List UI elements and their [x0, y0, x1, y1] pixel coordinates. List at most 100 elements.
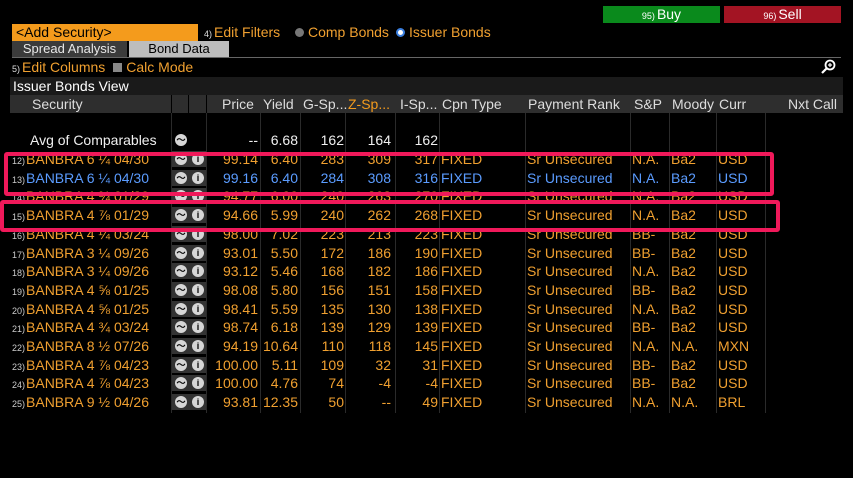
edit-columns-button[interactable]: 5) Edit Columns [12, 59, 105, 75]
grid-line [206, 113, 207, 413]
security-cell[interactable]: 18)BANBRA 3 ¼ 09/26 [12, 262, 149, 280]
grid-line [345, 113, 346, 413]
table-row[interactable]: 18)BANBRA 3 ¼ 09/26 〜 i 93.12 5.46 168 182 186 F… [10, 262, 843, 280]
price-cell: 94.19 [222, 338, 258, 354]
payment-rank-cell: Sr Unsecured [527, 281, 613, 298]
table-row[interactable]: 17)BANBRA 3 ¼ 09/26 〜 i 93.01 5.50 172 186 190 F… [10, 244, 843, 262]
edit-filters-label: Edit Filters [214, 24, 281, 40]
zoom-icon[interactable] [818, 58, 838, 76]
security-cell[interactable]: 25)BANBRA 9 ½ 04/26 [12, 393, 149, 411]
security-cell[interactable]: 13)BANBRA 6 ¼ 04/30 [12, 169, 149, 187]
col-payment-rank[interactable]: Payment Rank [528, 96, 620, 112]
info-icon[interactable]: i [192, 340, 204, 352]
info-icon[interactable]: i [192, 171, 204, 184]
i-spread-cell: 138 [414, 300, 438, 317]
col-price[interactable]: Price [222, 96, 254, 112]
calc-mode-checkbox[interactable] [113, 63, 123, 72]
chart-icon[interactable]: 〜 [175, 283, 187, 296]
table-row[interactable]: 19)BANBRA 4 ⅝ 01/25 〜 i 98.08 5.80 156 151 158 F… [10, 281, 843, 299]
chart-icon[interactable]: 〜 [175, 302, 187, 315]
issuer-bonds-label: Issuer Bonds [409, 24, 491, 40]
moody-cell: Ba2 [671, 207, 696, 224]
row-number: 18) [12, 268, 26, 279]
info-icon[interactable]: i [192, 265, 204, 278]
chart-icon[interactable]: 〜 [175, 171, 187, 184]
chart-icon[interactable]: 〜 [175, 265, 187, 278]
info-icon[interactable]: i [192, 377, 204, 390]
col-security[interactable]: Security [32, 96, 83, 112]
info-icon[interactable]: i [192, 209, 204, 222]
security-cell[interactable]: 15)BANBRA 4 ⅞ 01/29 [12, 206, 149, 224]
security-name: BANBRA 6 ¼ 04/30 [26, 169, 149, 186]
security-cell[interactable]: 20)BANBRA 4 ⅝ 01/25 [12, 300, 149, 318]
tab-bond-data[interactable]: Bond Data [129, 41, 229, 57]
highlight-box [4, 152, 774, 196]
chart-icon[interactable]: 〜 [175, 209, 187, 222]
table-row[interactable]: 24)BANBRA 4 ⅞ 04/23 〜 i 100.00 4.76 74 -4 -4 FIX… [10, 374, 843, 392]
col-moody[interactable]: Moody [672, 96, 715, 112]
chart-icon[interactable]: 〜 [175, 340, 187, 352]
security-cell[interactable]: 19)BANBRA 4 ⅝ 01/25 [12, 281, 149, 299]
comp-bonds-radio[interactable]: Comp Bonds [295, 24, 389, 41]
sp-cell: BB- [632, 281, 656, 298]
info-icon[interactable]: i [192, 153, 204, 165]
chart-icon[interactable]: 〜 [175, 396, 187, 409]
info-icon[interactable]: i [192, 396, 204, 409]
col-cpn-type[interactable]: Cpn Type [442, 96, 502, 112]
security-cell[interactable]: 17)BANBRA 3 ¼ 09/26 [12, 244, 149, 262]
add-security-field[interactable]: <Add Security> [12, 24, 198, 41]
security-cell[interactable]: 21)BANBRA 4 ¾ 03/24 [12, 318, 149, 336]
calc-mode-label: Calc Mode [126, 59, 194, 75]
curr-cell: USD [718, 356, 748, 373]
info-icon[interactable]: i [192, 302, 204, 315]
security-cell[interactable]: 24)BANBRA 4 ⅞ 04/23 [12, 374, 149, 392]
col-sp[interactable]: S&P [634, 96, 663, 112]
security-cell[interactable]: 23)BANBRA 4 ⅞ 04/23 [12, 356, 149, 374]
chart-icon[interactable]: 〜 [175, 153, 187, 165]
col-i-spread[interactable]: I-Sp... [400, 96, 438, 112]
table-row[interactable]: 25)BANBRA 9 ½ 04/26 〜 i 93.81 12.35 50 -- 49 FIX… [10, 393, 843, 411]
info-icon[interactable]: i [192, 283, 204, 296]
table-row[interactable]: 22)BANBRA 8 ½ 07/26 〜 i 94.19 10.64 110 118 145… [10, 337, 843, 355]
moody-cell: Ba2 [671, 375, 696, 392]
table-row[interactable]: 13)BANBRA 6 ¼ 04/30 〜 i 99.16 6.40 284 308 316 F… [10, 169, 843, 187]
col-yield[interactable]: Yield [263, 96, 294, 112]
row-number: 23) [12, 361, 26, 372]
payment-rank-cell: Sr Unsecured [527, 207, 613, 224]
edit-filters-button[interactable]: 4) Edit Filters [204, 24, 280, 41]
chart-icon[interactable]: 〜 [175, 246, 187, 259]
avg-row[interactable]: Avg of Comparables 〜 -- 6.68 162 164 162 [10, 131, 843, 149]
col-curr[interactable]: Curr [719, 96, 747, 112]
table-row[interactable]: 20)BANBRA 4 ⅝ 01/25 〜 i 98.41 5.59 135 130 138 F… [10, 300, 843, 318]
table-row[interactable]: 23)BANBRA 4 ⅞ 04/23 〜 i 100.00 5.11 109 32 31 FI… [10, 356, 843, 374]
yield-cell: 5.59 [270, 300, 298, 317]
table-row[interactable]: 15)BANBRA 4 ⅞ 01/29 〜 i 94.66 5.99 240 262 268 F… [10, 206, 843, 224]
col-g-spread[interactable]: G-Sp... [303, 96, 348, 112]
options-bar: 5) Edit Columns Calc Mode [12, 59, 193, 76]
sell-button[interactable]: 96) Sell [724, 6, 841, 23]
security-name: BANBRA 4 ⅞ 01/29 [26, 207, 149, 224]
security-name: BANBRA 4 ⅝ 01/25 [26, 300, 149, 317]
edit-columns-label: Edit Columns [22, 59, 106, 75]
security-name: BANBRA 3 ¼ 09/26 [26, 263, 149, 280]
yield-cell: 5.80 [270, 281, 298, 298]
chart-icon[interactable]: 〜 [175, 321, 187, 334]
security-cell[interactable]: 22)BANBRA 8 ½ 07/26 [12, 337, 149, 355]
table-row[interactable]: 21)BANBRA 4 ¾ 03/24 〜 i 98.74 6.18 139 129 139 F… [10, 318, 843, 336]
chart-icon[interactable]: 〜 [175, 377, 187, 390]
col-z-spread[interactable]: Z-Sp... [348, 96, 391, 112]
moody-cell: N.A. [671, 394, 699, 411]
col-nxt-call[interactable]: Nxt Call [788, 96, 838, 112]
info-icon[interactable]: i [192, 246, 204, 259]
chart-icon[interactable]: 〜 [175, 134, 187, 146]
avg-yield: 6.68 [270, 132, 298, 148]
issuer-bonds-radio[interactable]: Issuer Bonds [396, 24, 491, 41]
cpn-type-cell: FIXED [441, 263, 483, 280]
chart-icon[interactable]: 〜 [175, 358, 187, 371]
grid-line [171, 113, 172, 413]
info-icon[interactable]: i [192, 358, 204, 371]
buy-button[interactable]: 95) Buy [603, 6, 720, 23]
info-icon[interactable]: i [192, 321, 204, 334]
i-spread-cell: 139 [414, 319, 438, 336]
tab-spread-analysis[interactable]: Spread Analysis [12, 41, 127, 57]
